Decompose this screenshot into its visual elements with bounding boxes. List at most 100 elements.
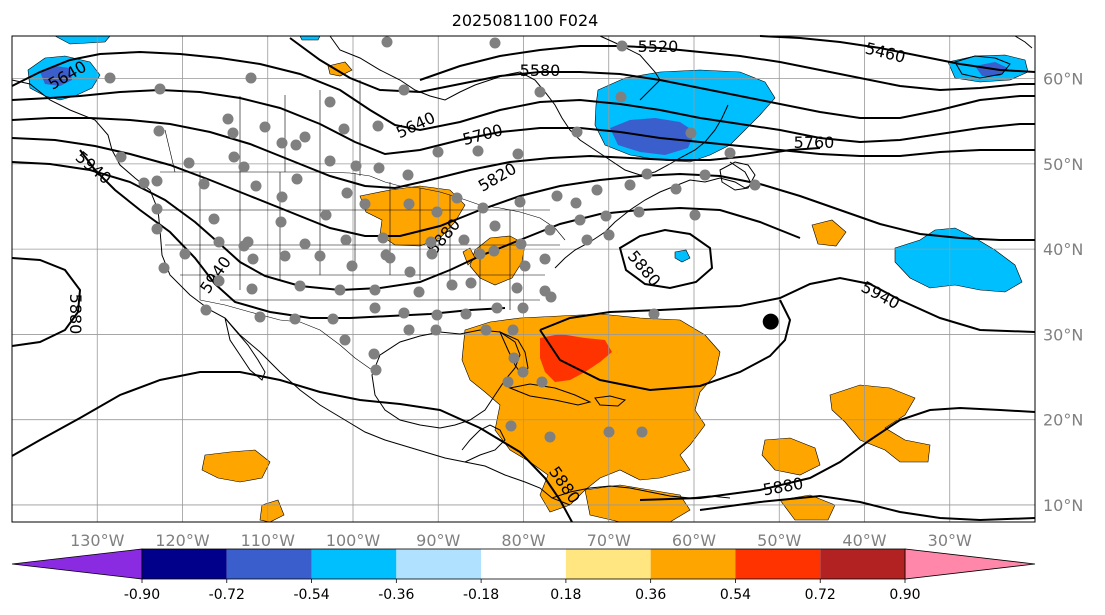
longitude-tick-label: 130°W (70, 531, 125, 550)
coast-iceland (954, 55, 1011, 79)
station-dot (377, 232, 389, 244)
contour-5880-far-se (699, 494, 1036, 522)
contour-5640 (11, 50, 1035, 144)
station-dot (404, 266, 416, 278)
station-dot (636, 426, 648, 438)
station-dot (200, 304, 212, 316)
station-dot (615, 91, 627, 103)
longitude-tick-label: 120°W (155, 531, 210, 550)
station-dot (570, 197, 582, 209)
station-dot (346, 260, 358, 272)
location-marker (762, 313, 779, 330)
station-dot (536, 376, 548, 388)
contour-5940-east (539, 276, 1036, 333)
station-dot (616, 40, 628, 52)
colorbar-extend-low (11, 548, 143, 580)
station-dot (290, 139, 302, 151)
shade-orange-canada (327, 61, 353, 77)
station-dot (545, 291, 557, 303)
colorbar-tick-label: 0.18 (550, 587, 581, 603)
colorbar-tick-label: 0.72 (805, 587, 836, 603)
latitude-tick-label: 20°N (1043, 411, 1083, 430)
station-dot (359, 198, 371, 210)
contour-5880-se (639, 406, 1036, 501)
station-dot (276, 137, 288, 149)
station-dot (372, 120, 384, 132)
contour-5940 (11, 257, 82, 347)
map-panel: 5520 5580 5460 5640 5640 5700 5760 5820 … (11, 35, 1036, 523)
graticule-grid (12, 36, 1035, 522)
colorbar-segment (565, 549, 651, 579)
station-dot (685, 127, 697, 139)
contour-5940-b (79, 149, 506, 319)
contour-5580 (289, 37, 1035, 119)
station-dot (571, 126, 583, 138)
longitude-tick-label: 50°W (757, 531, 801, 550)
latitude-tick-label: 40°N (1043, 240, 1083, 259)
station-dot (431, 206, 443, 218)
station-dot (291, 173, 303, 185)
station-dot (259, 121, 271, 133)
contour-5460 (759, 35, 1036, 73)
shade-skyblue-top-mid (299, 35, 321, 41)
station-dot (502, 376, 514, 388)
station-dot (324, 96, 336, 108)
station-dot (227, 127, 239, 139)
station-dot (591, 184, 603, 196)
colorbar-tick-label: 0.54 (720, 587, 751, 603)
border-state-grid-2 (160, 209, 560, 301)
contour-label: 5880 (66, 294, 85, 335)
station-dot (381, 36, 393, 48)
station-dot (384, 252, 396, 264)
station-dot (425, 236, 437, 248)
border-canada-provinces (164, 80, 361, 176)
station-dot (369, 302, 381, 314)
station-dot (515, 238, 527, 250)
station-dot (624, 179, 636, 191)
colorbar-tick-label: -0.72 (209, 587, 245, 603)
longitude-tick-label: 40°W (842, 531, 886, 550)
station-dot (158, 262, 170, 274)
shade-orange-north-atlantic (811, 219, 847, 247)
station-dot (474, 248, 486, 260)
station-dot (507, 324, 519, 336)
station-dot (276, 191, 288, 203)
station-dot (648, 308, 660, 320)
shade-orange-mexico-pacific (201, 449, 271, 483)
station-dot (511, 282, 523, 294)
longitude-labels: 130°W 120°W 110°W 100°W 90°W 80°W 70°W 60°W 50°W… (70, 531, 972, 550)
latitude-tick-label: 10°N (1043, 496, 1083, 515)
station-dot (247, 253, 259, 265)
station-dot (446, 279, 458, 291)
contour-label: 5580 (520, 61, 561, 80)
station-dot (299, 131, 311, 143)
station-dot (254, 311, 266, 323)
colorbar-segment (226, 549, 312, 579)
contour-5880-south (11, 371, 573, 523)
station-dot (153, 125, 165, 137)
station-dot (514, 196, 526, 208)
station-dot (574, 214, 586, 226)
station-dot (724, 147, 736, 159)
station-dot (151, 175, 163, 187)
station-dot (491, 302, 503, 314)
longitude-tick-label: 110°W (241, 531, 296, 550)
contour-5700 (11, 88, 1035, 157)
station-dot (413, 286, 425, 298)
station-dot (551, 190, 563, 202)
station-dot (489, 220, 501, 232)
station-dot (338, 123, 350, 135)
colorbar-tick-label: -0.18 (463, 587, 499, 603)
station-dot (600, 210, 612, 222)
station-dot (238, 161, 250, 173)
height-contours (11, 35, 1036, 523)
station-dot (340, 234, 352, 246)
longitude-tick-label: 90°W (416, 531, 460, 550)
longitude-tick-label: 60°W (672, 531, 716, 550)
colorbar-segment (396, 549, 482, 579)
station-dot (465, 277, 477, 289)
contour-5940-loop (539, 299, 792, 392)
contour-label: 5760 (794, 133, 835, 152)
station-dot (183, 157, 195, 169)
station-dot (115, 151, 127, 163)
